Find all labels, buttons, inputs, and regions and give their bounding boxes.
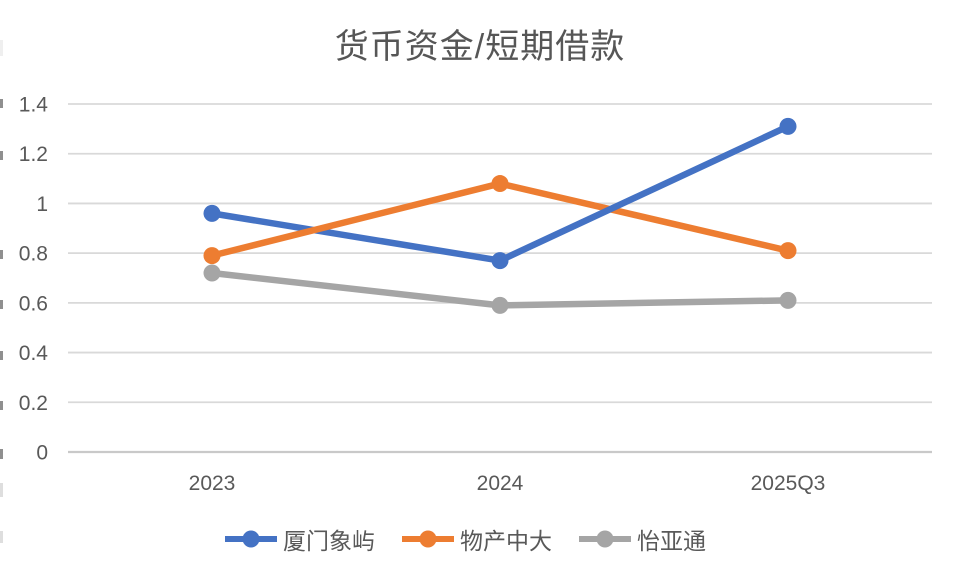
data-point-物产中大-2023 — [203, 247, 221, 265]
y-tick-label: 1.4 — [19, 94, 49, 117]
series-line-怡亚通 — [208, 269, 504, 309]
legend-label: 怡亚通 — [637, 528, 706, 554]
data-point-怡亚通-2025Q3 — [779, 291, 797, 309]
x-axis-label: 2023 — [189, 472, 236, 495]
y-tick-label: 0.4 — [19, 342, 49, 365]
y-tick-label: 0.6 — [19, 292, 48, 315]
screen-edge-artifact — [0, 351, 3, 360]
y-tick-label: 0.2 — [19, 392, 48, 415]
y-tick-label: 0 — [36, 442, 48, 465]
series-line-物产中大 — [496, 180, 792, 254]
chart-legend: 厦门象屿 物产中大 怡亚通 — [0, 522, 945, 556]
screen-edge-artifact — [0, 449, 3, 459]
screen-edge-artifact — [0, 401, 3, 410]
legend-item-wuchan-zhongda: 物产中大 — [401, 522, 552, 556]
screen-edge-artifact — [0, 250, 3, 259]
data-point-物产中大-2025Q3 — [779, 242, 797, 260]
x-axis-label: 2024 — [477, 472, 524, 495]
data-point-厦门象屿-2025Q3 — [779, 117, 797, 135]
y-tick-label: 1 — [36, 193, 48, 216]
legend-line-marker-icon — [402, 530, 454, 548]
screen-edge-artifact — [0, 300, 3, 309]
legend-label: 物产中大 — [460, 528, 552, 554]
series-line-厦门象屿 — [496, 123, 792, 264]
y-tick-label: 0.8 — [19, 243, 48, 266]
series-line-怡亚通 — [496, 297, 792, 309]
chart-title: 货币资金/短期借款 — [334, 28, 626, 66]
legend-item-yiyatong: 怡亚通 — [578, 522, 706, 556]
series-line-厦门象屿 — [208, 210, 504, 264]
data-point-怡亚通-2024 — [491, 296, 509, 314]
legend-item-xiamen-xiangyu: 厦门象屿 — [224, 522, 375, 556]
data-point-物产中大-2024 — [491, 175, 509, 193]
screen-edge-artifact — [0, 531, 3, 543]
legend-label: 厦门象屿 — [283, 528, 375, 554]
series-line-物产中大 — [208, 180, 504, 259]
legend-line-marker-icon — [579, 530, 631, 548]
y-tick-label: 1.2 — [19, 143, 48, 166]
data-point-怡亚通-2023 — [203, 264, 221, 282]
data-point-厦门象屿-2024 — [491, 252, 509, 270]
legend-line-marker-icon — [225, 530, 277, 548]
screen-edge-artifact — [0, 40, 3, 56]
screen-edge-artifact — [0, 99, 3, 108]
screen-edge-artifact — [0, 151, 3, 160]
x-axis-label: 2025Q3 — [751, 472, 826, 495]
data-point-厦门象屿-2023 — [203, 204, 221, 222]
screen-edge-artifact — [0, 483, 3, 497]
